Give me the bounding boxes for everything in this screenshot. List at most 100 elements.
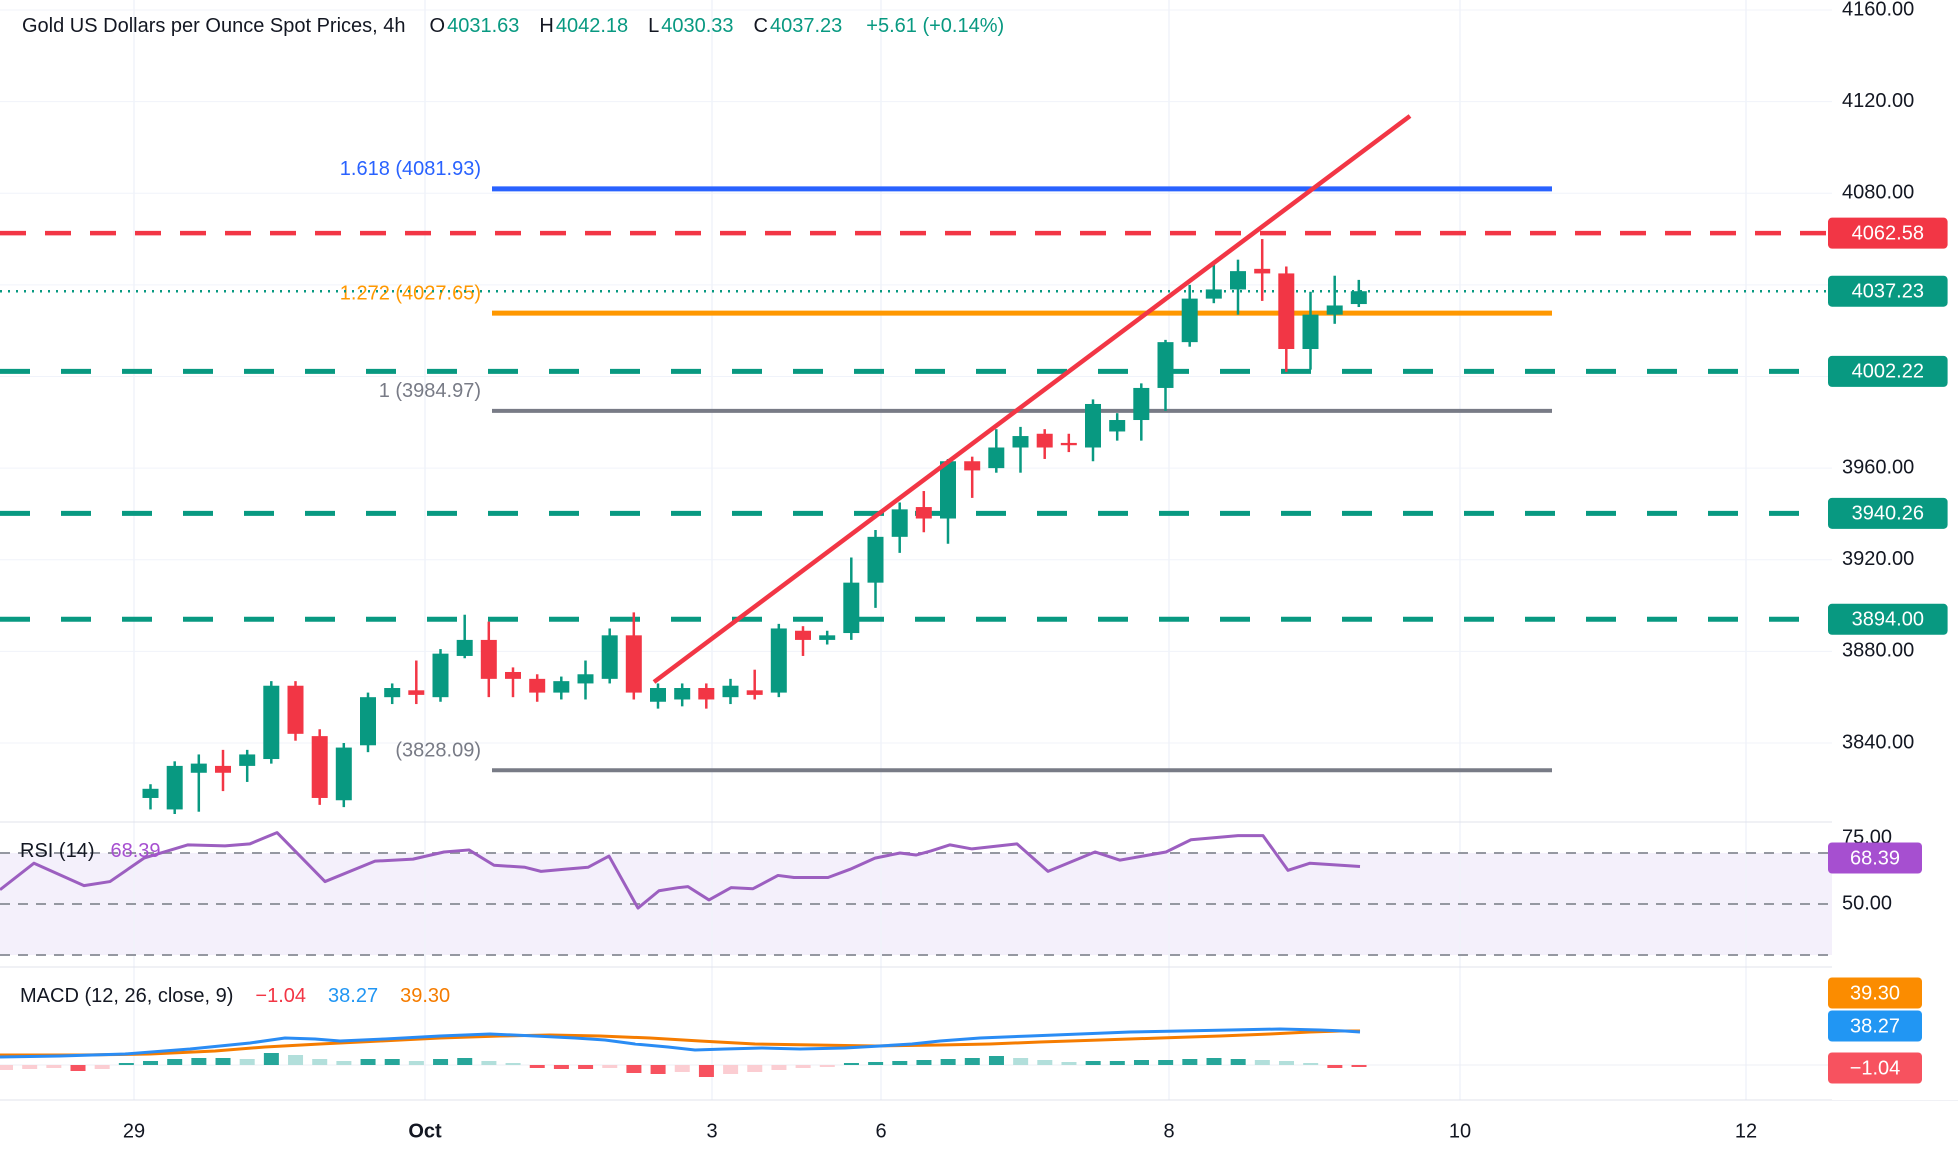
candle-body bbox=[1060, 442, 1077, 446]
candle-body bbox=[239, 754, 256, 766]
time-axis-label: Oct bbox=[408, 1120, 442, 1142]
macd-hist-bar bbox=[1037, 1060, 1053, 1065]
price-axis-label: 3960.00 bbox=[1842, 456, 1914, 478]
candle-body bbox=[625, 635, 642, 693]
time-axis-label: 10 bbox=[1449, 1120, 1471, 1142]
rsi-axis-label: 50.00 bbox=[1842, 892, 1892, 914]
macd-hist-bar bbox=[70, 1065, 86, 1071]
macd-hist-bar bbox=[1158, 1060, 1174, 1065]
candle-body bbox=[891, 509, 908, 537]
candle-body bbox=[190, 763, 207, 773]
symbol-title[interactable]: Gold US Dollars per Ounce Spot Prices, 4… bbox=[22, 15, 406, 37]
macd-hist-bar bbox=[191, 1058, 207, 1065]
candle-body bbox=[746, 690, 763, 695]
macd-hist-bar bbox=[771, 1065, 787, 1070]
candle-body bbox=[1278, 273, 1295, 350]
candle-body bbox=[1181, 298, 1198, 343]
candle-body bbox=[1012, 436, 1029, 448]
macd-line bbox=[0, 1027, 1361, 1059]
macd-hist-bar bbox=[167, 1059, 183, 1065]
macd-hist-bar bbox=[988, 1056, 1004, 1065]
candle-body bbox=[867, 536, 884, 583]
time-axis-label: 6 bbox=[875, 1120, 886, 1142]
candle-body bbox=[287, 685, 304, 734]
macd-title[interactable]: MACD (12, 26, close, 9) bbox=[20, 985, 234, 1007]
candle-body bbox=[1302, 314, 1319, 350]
candle-body bbox=[408, 690, 425, 695]
macd-hist-bar bbox=[529, 1065, 545, 1068]
price-legend[interactable]: Gold US Dollars per Ounce Spot Prices, 4… bbox=[22, 15, 1004, 38]
macd-hist-value: −1.04 bbox=[255, 985, 307, 1007]
macd-hist-bar bbox=[747, 1065, 763, 1072]
macd-hist-bar bbox=[553, 1065, 569, 1069]
time-axis-label: 29 bbox=[123, 1120, 145, 1142]
macd-hist-bar bbox=[626, 1065, 642, 1073]
fib-label: 1.618 (4081.93) bbox=[340, 158, 481, 180]
macd-hist-bar bbox=[1109, 1061, 1125, 1065]
macd-hist-bar bbox=[843, 1063, 859, 1065]
trend-line[interactable] bbox=[652, 114, 1412, 684]
macd-hist-bar bbox=[312, 1059, 328, 1065]
rsi-legend[interactable]: RSI (14) 68.39 bbox=[20, 840, 161, 863]
price-badge-text: 4062.58 bbox=[1852, 222, 1924, 244]
macd-hist-bar bbox=[1133, 1060, 1149, 1065]
ohlc-low: L 4030.33 bbox=[648, 15, 734, 37]
macd-hist-bar bbox=[1206, 1058, 1222, 1065]
macd-hist-bar bbox=[22, 1065, 38, 1069]
macd-hist-bar bbox=[1351, 1065, 1367, 1067]
time-scale-area[interactable] bbox=[0, 1101, 1958, 1160]
price-badge-text: 4037.23 bbox=[1852, 280, 1924, 302]
macd-hist-bar bbox=[46, 1065, 62, 1068]
price-scale-area[interactable] bbox=[1832, 0, 1958, 1100]
candle-body bbox=[1157, 342, 1174, 388]
candle-body bbox=[505, 671, 521, 679]
price-axis-label: 3920.00 bbox=[1842, 548, 1914, 570]
macd-hist-bar bbox=[288, 1055, 304, 1065]
price-badge bbox=[1828, 217, 1948, 249]
macd-badge-text: −1.04 bbox=[1850, 1057, 1901, 1079]
time-axis-label: 8 bbox=[1163, 1120, 1174, 1142]
macd-hist-bar bbox=[723, 1065, 739, 1074]
candle-body bbox=[384, 688, 401, 698]
macd-signal-line bbox=[0, 1029, 1360, 1057]
price-badge-text: 3894.00 bbox=[1852, 609, 1924, 631]
macd-legend[interactable]: MACD (12, 26, close, 9) −1.04 38.27 39.3… bbox=[20, 985, 450, 1008]
rsi-band bbox=[0, 853, 1832, 955]
macd-badge bbox=[1828, 977, 1922, 1009]
macd-hist-bar bbox=[0, 1065, 13, 1070]
candle-body bbox=[1205, 289, 1222, 299]
macd-hist-bar bbox=[650, 1065, 666, 1074]
macd-hist-bar bbox=[1327, 1065, 1343, 1068]
price-axis-label: 4080.00 bbox=[1842, 182, 1914, 204]
candle-body bbox=[964, 461, 981, 471]
macd-hist-bar bbox=[1182, 1059, 1198, 1065]
candle-body bbox=[674, 688, 691, 700]
macd-hist-bar bbox=[118, 1063, 134, 1065]
price-badge-text: 4002.22 bbox=[1852, 361, 1924, 383]
macd-badge-text: 38.27 bbox=[1850, 1015, 1900, 1037]
candle-body bbox=[601, 635, 618, 679]
macd-hist-bar bbox=[505, 1063, 521, 1065]
rsi-title[interactable]: RSI (14) bbox=[20, 840, 95, 862]
candle-body bbox=[843, 582, 860, 634]
macd-hist-bar bbox=[1085, 1061, 1101, 1065]
macd-hist-bar bbox=[433, 1059, 449, 1065]
macd-hist-bar bbox=[481, 1061, 497, 1065]
candle-body bbox=[360, 697, 376, 746]
candle-body bbox=[915, 507, 932, 519]
fib-label: 1 (3984.97) bbox=[379, 380, 481, 402]
macd-hist-bar bbox=[336, 1061, 352, 1065]
price-badge bbox=[1828, 497, 1948, 529]
macd-hist-bar bbox=[1279, 1061, 1295, 1065]
price-axis-label: 4120.00 bbox=[1842, 90, 1914, 112]
price-badge-text: 3940.26 bbox=[1852, 503, 1924, 525]
macd-signal-value: 39.30 bbox=[400, 985, 451, 1007]
macd-hist-bar bbox=[795, 1065, 811, 1068]
candle-body bbox=[1326, 305, 1343, 315]
macd-hist-bar bbox=[360, 1059, 376, 1065]
candle-body bbox=[215, 765, 231, 773]
candle-body bbox=[142, 788, 159, 798]
macd-badge-text: 39.30 bbox=[1850, 982, 1900, 1004]
